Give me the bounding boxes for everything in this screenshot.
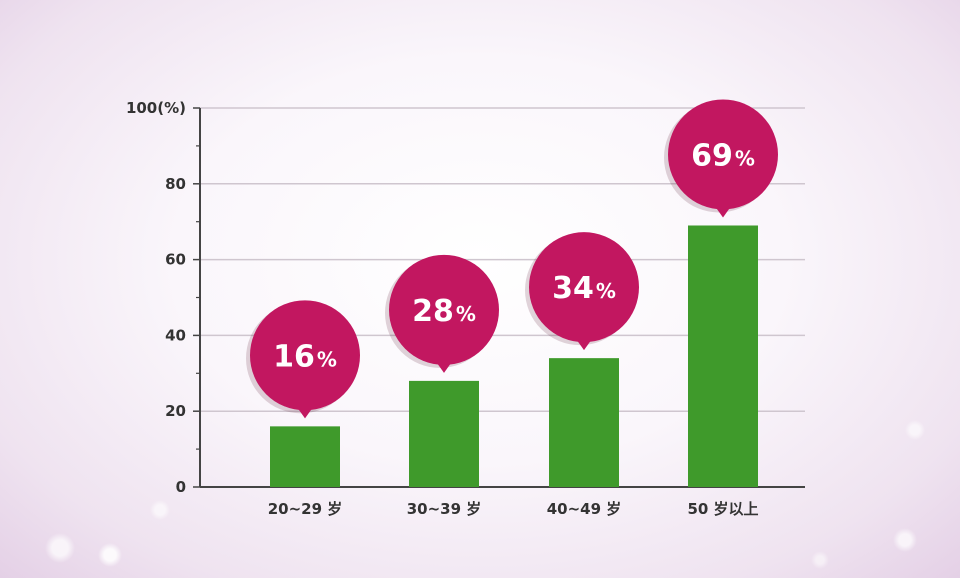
y-tick-label: 100(%) — [126, 99, 186, 117]
bubble-circle — [389, 254, 499, 365]
bar — [270, 426, 340, 487]
y-tick-label: 80 — [165, 175, 186, 193]
value-bubble: 28% — [385, 254, 499, 373]
y-tick-label: 60 — [165, 251, 186, 269]
y-tick-label: 40 — [165, 326, 186, 344]
value-bubble: 34% — [525, 232, 639, 351]
x-category-label: 30~39 岁 — [407, 500, 482, 518]
bubble-circle — [250, 300, 360, 411]
data-label-unit: % — [317, 347, 337, 371]
data-label-value: 34 — [552, 271, 594, 306]
bubble-circle — [668, 99, 778, 210]
bar — [409, 380, 479, 487]
bar — [688, 225, 758, 488]
data-label-unit: % — [735, 146, 755, 170]
bubble-circle — [529, 232, 639, 343]
data-label-unit: % — [456, 302, 476, 326]
data-label: 69% — [691, 138, 755, 173]
y-tick-label: 20 — [165, 402, 186, 420]
data-label-value: 28 — [412, 294, 454, 329]
data-label-unit: % — [596, 279, 616, 303]
data-label: 34% — [552, 271, 616, 306]
data-label-value: 16 — [273, 339, 315, 374]
data-label-value: 69 — [691, 138, 733, 173]
bar — [549, 358, 619, 487]
y-tick-label: 0 — [176, 478, 186, 496]
data-label: 28% — [412, 294, 476, 329]
x-category-label: 20~29 岁 — [268, 500, 343, 518]
value-bubble: 16% — [246, 300, 360, 419]
value-bubble: 69% — [664, 99, 778, 218]
x-category-label: 50 岁以上 — [687, 500, 758, 518]
x-category-label: 40~49 岁 — [547, 500, 622, 518]
data-label: 16% — [273, 339, 337, 374]
